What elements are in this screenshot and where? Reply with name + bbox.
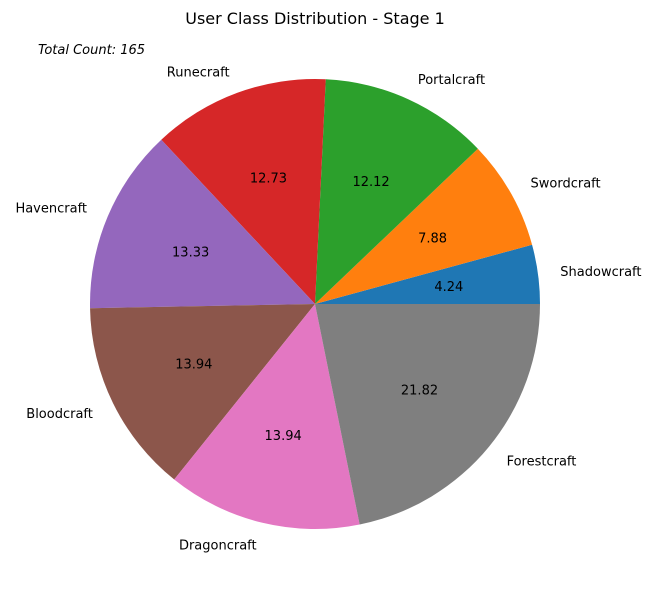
slice-value-label: 13.33	[172, 245, 209, 260]
slice-category-label: Dragoncraft	[179, 539, 257, 554]
slice-category-label: Forestcraft	[507, 455, 577, 470]
slice-value-label: 7.88	[418, 232, 447, 247]
slice-value-label: 12.73	[250, 171, 287, 186]
slice-value-label: 4.24	[434, 280, 463, 295]
pie-slice-havencraft	[90, 139, 316, 309]
chart-title: User Class Distribution - Stage 1	[185, 9, 445, 28]
pie-slice-dragoncraft	[174, 304, 360, 529]
pie-slice-shadowcraft	[315, 244, 540, 304]
pie-slice-forestcraft	[315, 304, 540, 525]
slice-category-label: Havencraft	[15, 202, 87, 217]
total-count-annotation: Total Count: 165	[38, 43, 145, 58]
slice-category-label: Runecraft	[167, 66, 230, 81]
slice-category-label: Shadowcraft	[560, 265, 641, 280]
pie-slice-swordcraft	[315, 148, 533, 304]
pie-slice-bloodcraft	[90, 304, 315, 480]
slice-category-label: Swordcraft	[531, 176, 601, 191]
slice-value-label: 13.94	[175, 358, 212, 373]
pie-slices	[90, 79, 540, 529]
slice-value-label: 13.94	[265, 429, 302, 444]
slice-value-label: 12.12	[352, 175, 389, 190]
slice-value-label: 21.82	[401, 383, 438, 398]
pie-slice-runecraft	[161, 79, 326, 304]
pie-labels: 4.24 Shadowcraft 7.88 Swordcraft 12.12 Portal…	[15, 66, 641, 554]
slice-category-label: Portalcraft	[418, 73, 485, 88]
slice-category-label: Bloodcraft	[26, 407, 93, 422]
pie-slice-portalcraft	[315, 79, 478, 304]
